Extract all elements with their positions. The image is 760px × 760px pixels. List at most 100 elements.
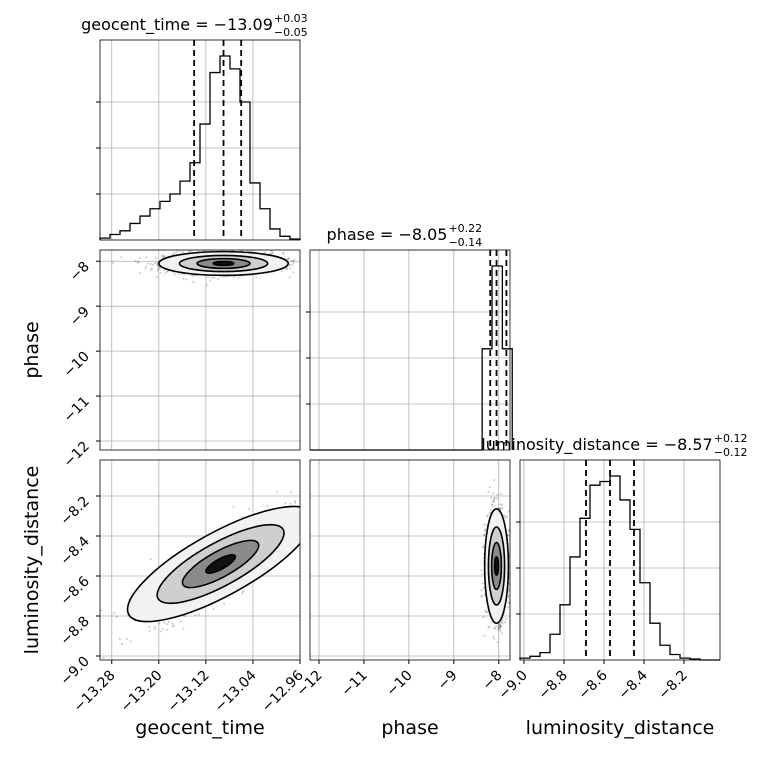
x-tick-label: −9 — [435, 668, 461, 694]
scatter-point — [113, 611, 116, 615]
scatter-point — [483, 533, 486, 536]
x-axis-title: geocent_time — [135, 717, 264, 739]
scatter-point — [163, 621, 166, 624]
scatter-point — [508, 602, 510, 605]
scatter-point — [497, 627, 500, 630]
y-tick-label: −10 — [61, 349, 93, 381]
scatter-point — [177, 272, 180, 275]
scatter-point — [210, 245, 212, 247]
scatter-point — [495, 497, 499, 500]
scatter-point — [490, 621, 493, 624]
y-tick-label: −8.4 — [57, 533, 92, 568]
scatter-geocent_time-luminosity_distance — [100, 490, 338, 660]
scatter-point — [498, 626, 501, 629]
scatter-point — [482, 546, 485, 549]
panel-frame-phase — [309, 249, 511, 451]
scatter-point — [304, 264, 306, 266]
scatter-point — [502, 514, 505, 517]
scatter-point — [173, 273, 176, 276]
scatter-point — [288, 264, 291, 267]
scatter-point — [290, 491, 293, 494]
scatter-point — [171, 622, 174, 625]
panel-title-sup: +0.03 — [274, 12, 308, 25]
scatter-point — [192, 274, 195, 278]
scatter-point — [319, 530, 321, 532]
scatter-point — [120, 642, 124, 646]
scatter-point — [489, 509, 492, 512]
scatter-point — [194, 613, 197, 616]
scatter-point — [499, 630, 502, 633]
y-tick-label: −9 — [67, 304, 93, 330]
scatter-point — [336, 504, 338, 506]
scatter-point — [173, 252, 176, 255]
scatter-point — [189, 274, 192, 277]
scatter-point — [507, 533, 510, 536]
scatter-point — [483, 634, 486, 637]
scatter-point — [303, 508, 305, 510]
scatter-point — [294, 501, 297, 504]
scatter-point — [493, 637, 496, 641]
scatter-point — [166, 623, 169, 626]
scatter-point — [504, 617, 508, 620]
grid-2-2 — [523, 460, 685, 660]
scatter-point — [154, 627, 157, 631]
grid-0-1 — [100, 250, 300, 450]
panel-title-text: luminosity_distance = −8.57 — [481, 435, 712, 455]
scatter-point — [222, 602, 225, 606]
scatter-point — [197, 613, 201, 616]
scatter-point — [144, 267, 147, 270]
scatter-point — [181, 251, 185, 254]
scatter-point — [266, 504, 269, 507]
scatter-point — [288, 276, 291, 279]
scatter-point — [285, 267, 288, 270]
grid-1-1 — [318, 250, 500, 450]
scatter-point — [320, 503, 322, 505]
scatter-point — [182, 277, 185, 280]
scatter-point — [483, 528, 487, 531]
scatter-point — [508, 510, 510, 513]
scatter-point — [493, 496, 496, 499]
scatter-point — [292, 271, 295, 274]
scatter-point — [282, 252, 285, 256]
x-tick-label: −8.6 — [575, 667, 610, 702]
x-tick-label: −10 — [383, 668, 415, 700]
scatter-point — [100, 608, 103, 612]
scatter-point — [148, 625, 151, 628]
scatter-point — [156, 265, 160, 268]
panels — [96, 39, 721, 661]
scatter-point — [510, 584, 512, 586]
scatter-point — [158, 622, 161, 625]
scatter-point — [150, 267, 154, 270]
panel-title-sup: +0.12 — [714, 432, 748, 445]
x-tick-label: −8.4 — [615, 667, 650, 702]
panel-frame-luminosity_distance — [519, 459, 721, 661]
scatter-point — [484, 529, 487, 532]
scatter-point — [481, 582, 484, 585]
scatter-point — [493, 479, 496, 482]
scatter-point — [504, 516, 508, 519]
scatter-point — [271, 251, 274, 254]
scatter-point — [499, 625, 502, 629]
scatter-point — [289, 263, 292, 266]
scatter-point — [303, 264, 305, 266]
scatter-point — [269, 252, 272, 255]
scatter-point — [159, 271, 162, 274]
scatter-point — [499, 507, 502, 510]
scatter-point — [501, 632, 504, 635]
scatter-point — [496, 493, 499, 496]
x-axis-title: phase — [381, 717, 438, 739]
scatter-point — [213, 276, 216, 279]
scatter-point — [486, 514, 489, 517]
panel-title-sub: −0.14 — [448, 236, 482, 249]
scatter-point — [307, 516, 309, 518]
scatter-point — [484, 609, 487, 612]
scatter-point — [487, 626, 490, 629]
scatter-point — [511, 549, 513, 551]
scatter-point — [153, 625, 156, 628]
scatter-point — [155, 256, 158, 259]
scatter-point — [163, 272, 167, 275]
scatter-point — [482, 586, 486, 590]
scatter-point — [480, 594, 483, 597]
x-tick-label: −8.8 — [535, 668, 570, 703]
